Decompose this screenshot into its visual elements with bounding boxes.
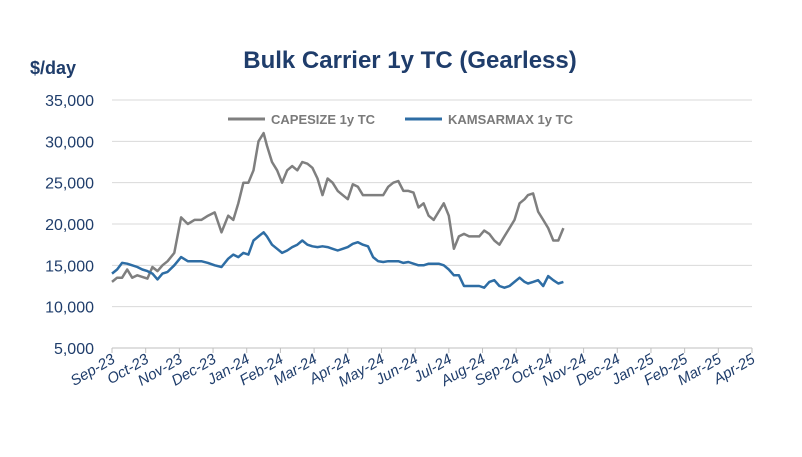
y-axis-ticks: 5,000 10,000 15,000 20,000 25,000 30,000 35,00…	[45, 93, 94, 358]
y-tick-label: 5,000	[54, 341, 94, 358]
y-tick-label: 15,000	[45, 258, 94, 275]
gridlines	[112, 99, 752, 349]
series-lines	[111, 131, 565, 289]
x-axis-ticks: Sep-23Oct-23Nov-23Dec-23Jan-24Feb-24Mar-…	[68, 348, 759, 390]
series-line-kamsarmax	[111, 231, 564, 289]
chart-title: Bulk Carrier 1y TC (Gearless)	[243, 47, 576, 74]
y-tick-label: 10,000	[45, 300, 94, 317]
legend-label-capesize: CAPESIZE 1y TC	[271, 112, 376, 127]
y-tick-label: 25,000	[45, 176, 94, 193]
legend: CAPESIZE 1y TC KAMSARMAX 1y TC	[228, 112, 574, 127]
y-tick-label: 35,000	[45, 93, 94, 110]
y-tick-label: 20,000	[45, 217, 94, 234]
legend-label-kamsarmax: KAMSARMAX 1y TC	[448, 112, 574, 127]
series-line-capesize	[111, 131, 565, 283]
y-axis-label: $/day	[30, 58, 76, 78]
y-tick-label: 30,000	[45, 134, 94, 151]
